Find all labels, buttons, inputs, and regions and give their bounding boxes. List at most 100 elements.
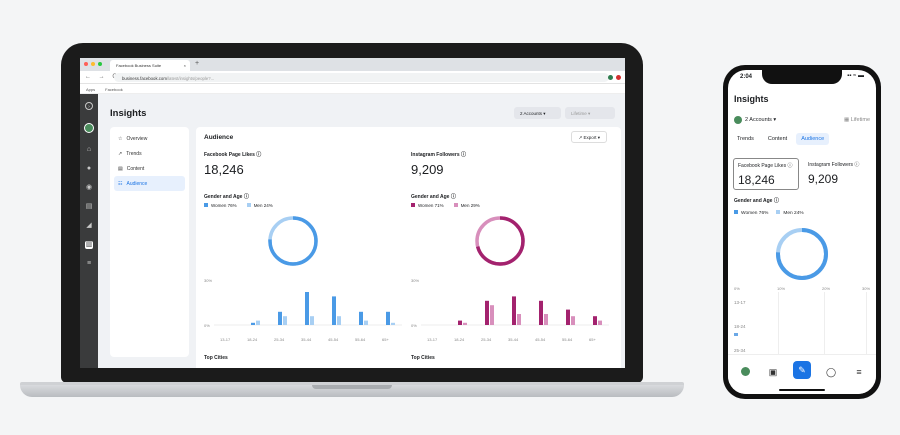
ig-gender-donut <box>475 216 525 266</box>
subnav-label: Audience <box>126 181 148 187</box>
age-label: 55-64 <box>562 337 573 342</box>
age-label: 18-24 <box>247 337 258 342</box>
legend-men: Men 24% <box>246 203 273 208</box>
insights-subnav: ☆ Overview ↗ Trends ▤ Content ☷ Audience <box>110 127 189 357</box>
bookmark-facebook[interactable]: Facebook <box>105 87 123 92</box>
date-range-dropdown[interactable]: Lifetime ▾ <box>565 107 615 119</box>
ig-followers-card[interactable]: Instagram Followers ⓘ 9,209 <box>804 158 870 190</box>
bookmarks-bar: Apps Facebook <box>80 84 625 94</box>
phone-tabs: Trends Content Audience <box>732 133 830 145</box>
page-avatar[interactable] <box>84 123 94 133</box>
age-label: 45-54 <box>328 337 339 342</box>
phone-age-bar <box>734 333 738 336</box>
bar-women <box>359 311 363 325</box>
age-label: 18-24 <box>454 337 465 342</box>
phone-page-title: Insights <box>734 94 769 104</box>
notifications-icon[interactable]: ● <box>86 165 92 172</box>
ads-icon[interactable]: ◢ <box>86 222 92 229</box>
people-icon: ☷ <box>118 181 123 187</box>
y-tick-top: 30% <box>204 278 213 283</box>
facebook-column: Facebook Page Likes ⓘ 18,246 Gender and … <box>204 151 404 368</box>
new-tab-button[interactable]: + <box>195 60 200 67</box>
posts-icon[interactable]: ▤ <box>85 203 93 210</box>
menu-icon[interactable]: ≡ <box>86 260 92 267</box>
age-label: 65+ <box>382 337 389 342</box>
url-field[interactable]: business.facebook.com/latest/insights/pe… <box>114 73 609 82</box>
section-title: Audience <box>204 134 234 141</box>
legend-women: Women 76% <box>204 203 237 208</box>
export-button[interactable]: ↗ Export ▾ <box>571 131 607 143</box>
bar-women <box>305 292 309 325</box>
age-label: 25-34 <box>481 337 492 342</box>
phone-screen: 2:04 ▪▪ ≈ ▬ Insights 2 Accounts ▾ ▦ Life… <box>728 70 876 394</box>
bookmark-apps[interactable]: Apps <box>86 87 96 92</box>
maximize-dot[interactable] <box>98 62 102 66</box>
phone-age-label: 13-17 <box>734 300 746 305</box>
phone-lifetime-dropdown[interactable]: ▦ Lifetime <box>844 117 870 123</box>
chat-icon[interactable]: ◯ <box>825 367 837 377</box>
main-area: Insights 2 Accounts ▾ Lifetime ▾ ☆ Overvi… <box>98 94 625 368</box>
fb-likes-label: Facebook Page Likes ⓘ <box>204 152 262 158</box>
fb-likes-card[interactable]: Facebook Page Likes ⓘ 18,246 <box>733 158 799 190</box>
posts-icon[interactable]: ▣ <box>768 367 778 377</box>
minimize-dot[interactable] <box>91 62 95 66</box>
legend-men: Men 24% <box>776 210 804 216</box>
fb-legend: Women 76% Men 24% <box>204 203 273 208</box>
extension-icon[interactable] <box>616 75 621 80</box>
bar-women <box>512 296 516 325</box>
url-host: business.facebook.com <box>122 75 167 81</box>
age-label: 13-17 <box>427 337 438 342</box>
subnav-label: Overview <box>126 136 148 142</box>
subnav-item-content[interactable]: ▤ Content <box>114 161 185 176</box>
content-icon: ▤ <box>118 166 123 172</box>
compose-icon[interactable]: ✎ <box>793 361 811 379</box>
legend-women: Women 71% <box>411 203 444 208</box>
bar-women <box>458 320 462 325</box>
bar-men <box>544 314 548 325</box>
tab-trends[interactable]: Trends <box>737 136 754 142</box>
home-indicator <box>779 389 825 391</box>
page-avatar-icon[interactable] <box>738 367 752 378</box>
home-icon[interactable]: ⌂ <box>86 146 92 153</box>
ig-legend: Women 71% Men 29% <box>411 203 480 208</box>
status-time: 2:04 <box>740 74 753 80</box>
laptop-screen: Facebook Business Suite × + ← → C busine… <box>80 58 625 368</box>
insights-icon[interactable]: ▥ <box>85 241 93 249</box>
accounts-dropdown[interactable]: 2 Accounts ▾ <box>514 107 561 119</box>
subnav-item-overview[interactable]: ☆ Overview <box>114 131 185 146</box>
age-label: 35-44 <box>508 337 519 342</box>
age-label: 25-34 <box>274 337 285 342</box>
menu-icon[interactable]: ≡ <box>856 367 862 377</box>
phone-age-label: 25-34 <box>734 348 746 353</box>
subnav-item-trends[interactable]: ↗ Trends <box>114 146 185 161</box>
profile-avatar-icon[interactable] <box>608 75 613 80</box>
bar-men <box>256 320 260 325</box>
bar-men <box>337 316 341 325</box>
nav-buttons[interactable]: ← → C <box>85 74 120 80</box>
phone-accounts-dropdown[interactable]: 2 Accounts ▾ <box>734 116 776 124</box>
collapse-icon[interactable]: › <box>85 102 93 110</box>
gridline <box>778 292 779 364</box>
phone-legend: Women 76% Men 24% <box>734 210 804 216</box>
tab-audience[interactable]: Audience <box>796 133 830 145</box>
axis-tick-0: 0% <box>734 286 740 291</box>
bar-women <box>485 300 489 325</box>
phone-gender-donut <box>776 228 828 280</box>
fb-likes-label: Facebook Page Likes ⓘ <box>738 163 793 169</box>
star-icon: ☆ <box>118 136 123 142</box>
bar-men <box>283 316 287 325</box>
tab-close-icon[interactable]: × <box>183 63 186 68</box>
bar-women <box>539 300 543 325</box>
accounts-label: 2 Accounts ▾ <box>745 117 777 123</box>
bar-men <box>310 316 314 325</box>
browser-tab[interactable]: Facebook Business Suite × <box>110 60 190 71</box>
subnav-label: Content <box>126 166 145 172</box>
gridline <box>824 292 825 364</box>
tab-content[interactable]: Content <box>767 136 788 142</box>
subnav-item-audience[interactable]: ☷ Audience <box>114 176 185 191</box>
status-icons: ▪▪ ≈ ▬ <box>847 73 864 79</box>
inbox-icon[interactable]: ◉ <box>85 184 93 191</box>
close-dot[interactable] <box>84 62 88 66</box>
bar-men <box>364 320 368 325</box>
